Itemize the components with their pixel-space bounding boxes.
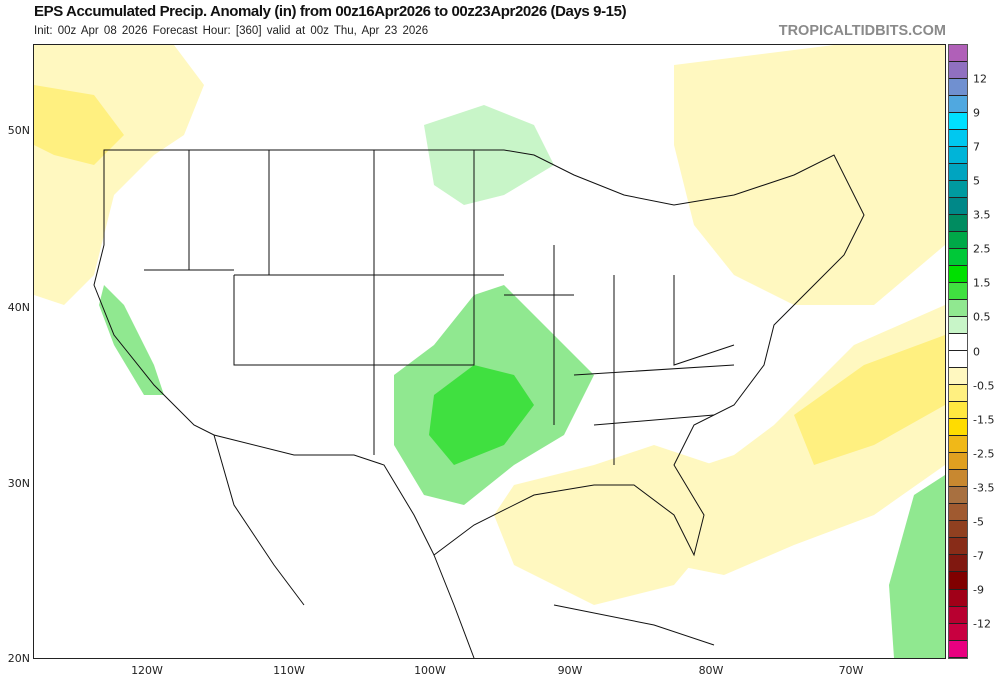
colorbar-segment bbox=[949, 266, 967, 284]
colorbar-segment bbox=[949, 351, 967, 369]
colorbar-segment bbox=[949, 572, 967, 590]
colorbar-segment bbox=[949, 249, 967, 267]
colorbar-segment bbox=[949, 504, 967, 522]
dry-area-southeast bbox=[494, 445, 724, 605]
colorbar-label: 7 bbox=[973, 140, 980, 154]
colorbar-label: -9 bbox=[973, 583, 984, 597]
colorbar-segment bbox=[949, 640, 967, 658]
colorbar-segment bbox=[949, 232, 967, 250]
dry-area-northeast bbox=[674, 45, 945, 305]
mexico-border-coast bbox=[213, 434, 715, 659]
colorbar-segment bbox=[949, 521, 967, 539]
colorbar-segment bbox=[949, 198, 967, 216]
colorbar-segment bbox=[949, 300, 967, 318]
lon-label: 80W bbox=[698, 664, 724, 677]
colorbar bbox=[948, 44, 968, 659]
colorbar-segment bbox=[949, 164, 967, 182]
brand-logo-text: TROPICALTIDBITS.COM bbox=[778, 23, 946, 39]
colorbar-label: -0.5 bbox=[973, 379, 995, 393]
map-canvas bbox=[34, 45, 945, 659]
lon-label: 100W bbox=[414, 664, 446, 677]
wet-area-caribbean-east bbox=[889, 475, 945, 658]
lat-label: 50N bbox=[7, 124, 30, 137]
colorbar-segment bbox=[949, 470, 967, 488]
colorbar-segment bbox=[949, 62, 967, 80]
colorbar-label: -1.5 bbox=[973, 413, 995, 427]
dry-area-northwest bbox=[34, 45, 204, 305]
colorbar-segment bbox=[949, 555, 967, 573]
colorbar-segment bbox=[949, 589, 967, 607]
colorbar-label: 0.5 bbox=[973, 310, 991, 324]
lon-label: 90W bbox=[557, 664, 583, 677]
colorbar-label: 0 bbox=[973, 345, 980, 358]
colorbar-label: -2.5 bbox=[973, 447, 995, 461]
colorbar-label: -7 bbox=[973, 549, 984, 563]
colorbar-segment bbox=[949, 96, 967, 114]
colorbar-segment bbox=[949, 402, 967, 420]
colorbar-segment bbox=[949, 334, 967, 352]
colorbar-label: 12 bbox=[973, 72, 987, 86]
colorbar-segment bbox=[949, 45, 967, 63]
colorbar-segment bbox=[949, 317, 967, 335]
lon-label: 120W bbox=[131, 664, 163, 677]
colorbar-label: -12 bbox=[973, 617, 991, 631]
colorbar-label: 3.5 bbox=[973, 208, 991, 222]
lat-label: 20N bbox=[7, 652, 30, 665]
anomaly-fills bbox=[34, 45, 945, 658]
colorbar-segment bbox=[949, 130, 967, 148]
colorbar-label: 5 bbox=[973, 174, 980, 188]
us-outline bbox=[93, 149, 865, 557]
colorbar-segment bbox=[949, 623, 967, 641]
colorbar-segment bbox=[949, 368, 967, 386]
colorbar-segment bbox=[949, 538, 967, 556]
map-title: EPS Accumulated Precip. Anomaly (in) fro… bbox=[34, 3, 627, 20]
political-boundaries bbox=[93, 149, 865, 659]
colorbar-segment bbox=[949, 181, 967, 199]
colorbar-label: 1.5 bbox=[973, 276, 991, 290]
wet-area-midwest bbox=[424, 105, 554, 205]
colorbar-segment bbox=[949, 436, 967, 454]
colorbar-segment bbox=[949, 419, 967, 437]
colorbar-segment bbox=[949, 283, 967, 301]
colorbar-segment bbox=[949, 385, 967, 403]
lat-label: 30N bbox=[7, 477, 30, 490]
dry-area-northwest-core bbox=[34, 85, 124, 165]
colorbar-segment bbox=[949, 215, 967, 233]
lat-label: 40N bbox=[7, 301, 30, 314]
colorbar-label: 9 bbox=[973, 106, 980, 120]
wet-area-california bbox=[99, 285, 164, 395]
precip-anomaly-map bbox=[33, 44, 946, 659]
colorbar-segment bbox=[949, 147, 967, 165]
colorbar-segment bbox=[949, 487, 967, 505]
lon-label: 110W bbox=[273, 664, 305, 677]
colorbar-segment bbox=[949, 79, 967, 97]
dry-area-atlantic-core bbox=[794, 335, 945, 465]
lon-label: 70W bbox=[838, 664, 864, 677]
colorbar-label: -5 bbox=[973, 515, 984, 529]
map-subtitle: Init: 00z Apr 08 2026 Forecast Hour: [36… bbox=[34, 25, 429, 37]
colorbar-segment bbox=[949, 453, 967, 471]
colorbar-segment bbox=[949, 113, 967, 131]
colorbar-segment bbox=[949, 606, 967, 624]
colorbar-label: -3.5 bbox=[973, 481, 995, 495]
state-lines bbox=[144, 150, 735, 465]
colorbar-label: 2.5 bbox=[973, 242, 991, 256]
wet-area-oklahoma-core bbox=[429, 365, 534, 465]
